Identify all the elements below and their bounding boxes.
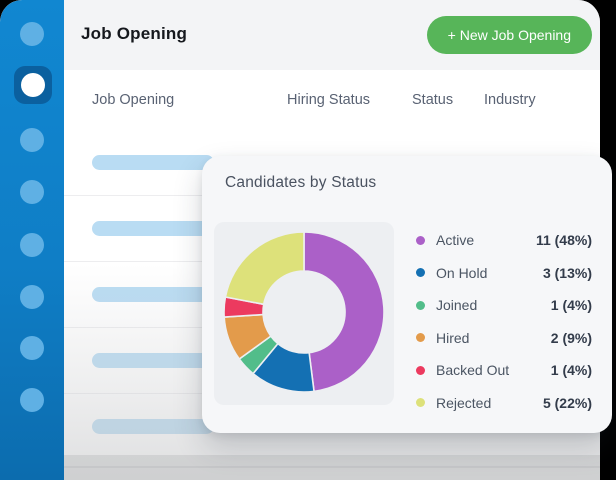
sidebar-item-6[interactable] [20, 285, 44, 309]
legend-dot-icon [416, 300, 425, 310]
column-header-job-opening: Job Opening [92, 92, 175, 108]
column-header-status: Status [412, 92, 454, 108]
legend-dot-icon [416, 235, 425, 245]
sidebar-item-4[interactable] [20, 180, 44, 204]
sidebar-item-1[interactable] [20, 22, 44, 46]
donut-segment-active [303, 231, 385, 393]
active-nav-dot-icon [21, 73, 45, 97]
sidebar-item-5[interactable] [20, 233, 44, 257]
legend-item-joined: Joined 1 (4%) [416, 289, 592, 322]
sidebar-item-3[interactable] [20, 128, 44, 152]
legend-dot-icon [416, 268, 425, 278]
legend-dot-icon [416, 365, 425, 375]
legend-label: Rejected [436, 394, 492, 411]
candidates-by-status-card: Candidates by Status Active 11 (48%) On Ho… [202, 156, 612, 433]
footer-divider [64, 466, 600, 468]
legend-item-active: Active 11 (48%) [416, 224, 592, 257]
legend-item-hired: Hired 2 (9%) [416, 322, 592, 355]
skeleton-placeholder-bar [92, 221, 214, 236]
legend-value: 3 (13%) [542, 264, 592, 281]
legend-value: 5 (22%) [542, 394, 592, 411]
skeleton-placeholder-bar [92, 353, 214, 368]
legend-item-rejected: Rejected 5 (22%) [416, 387, 592, 420]
column-header-industry: Industry [484, 92, 536, 108]
legend-dot-icon [416, 398, 425, 408]
donut-chart-panel [214, 222, 394, 405]
legend-value: 11 (48%) [535, 232, 592, 249]
chart-legend: Active 11 (48%) On Hold 3 (13%) Joined 1 (4%)… [416, 224, 592, 419]
sidebar-item-7[interactable] [20, 336, 44, 360]
legend-value: 1 (4%) [550, 297, 592, 314]
skeleton-placeholder-bar [92, 155, 214, 170]
legend-dot-icon [416, 333, 425, 343]
new-job-opening-button[interactable]: + New Job Opening [426, 16, 592, 54]
sidebar [0, 0, 64, 480]
sidebar-item-8[interactable] [20, 388, 44, 412]
topbar: Job Opening + New Job Opening [64, 0, 600, 70]
legend-item-backed-out: Backed Out 1 (4%) [416, 354, 592, 387]
column-header-hiring-status: Hiring Status [287, 92, 371, 108]
donut-chart [223, 231, 385, 393]
legend-label: On Hold [436, 264, 488, 281]
legend-value: 2 (9%) [550, 329, 592, 346]
table-footer [64, 455, 600, 480]
legend-label: Backed Out [436, 362, 510, 379]
table-header-row: Job Opening Hiring Status Status Industry [64, 70, 600, 131]
card-title: Candidates by Status [225, 174, 377, 191]
legend-value: 1 (4%) [550, 362, 592, 379]
skeleton-placeholder-bar [92, 287, 214, 302]
legend-label: Joined [436, 297, 478, 314]
sidebar-item-2-active[interactable] [14, 66, 52, 104]
legend-label: Active [436, 232, 475, 249]
legend-label: Hired [436, 329, 470, 346]
page-title: Job Opening [81, 24, 188, 43]
skeleton-placeholder-bar [92, 419, 214, 434]
legend-item-on-hold: On Hold 3 (13%) [416, 257, 592, 290]
donut-segment-rejected [224, 231, 305, 306]
